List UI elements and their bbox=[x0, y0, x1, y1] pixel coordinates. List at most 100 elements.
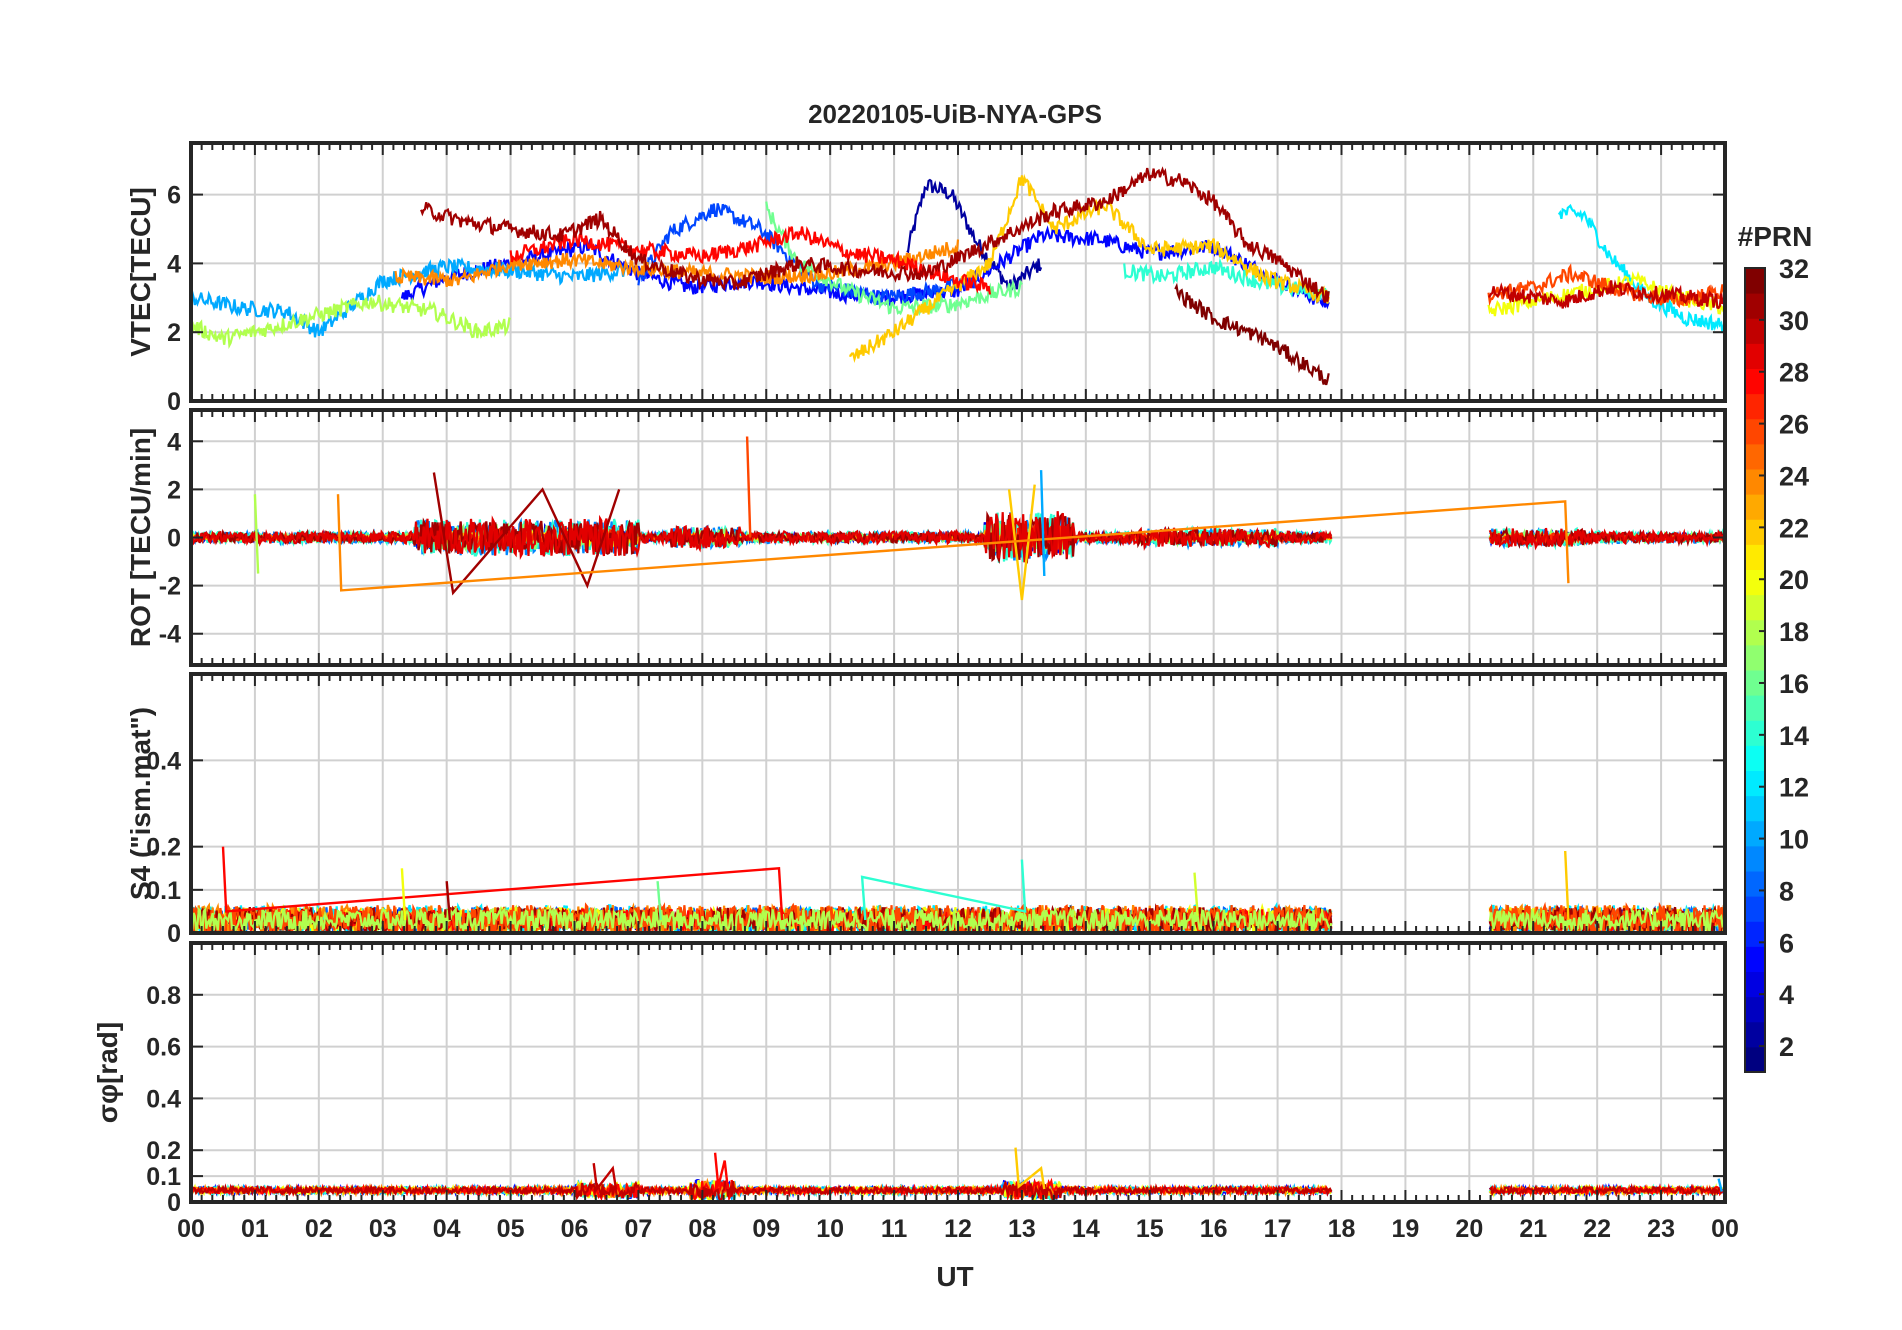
x-tick-labels: 00 01 02 03 04 05 06 07 08 09 10 11 12 13 14 15 16 17 18 19… bbox=[177, 1215, 1739, 1243]
x-tick-label: 14 bbox=[1072, 1215, 1100, 1243]
colorbar-swatch bbox=[1745, 695, 1765, 721]
colorbar-swatch bbox=[1745, 293, 1765, 319]
colorbar-swatch bbox=[1745, 318, 1765, 344]
x-tick-label: 04 bbox=[433, 1215, 461, 1243]
x-tick-label: 02 bbox=[305, 1215, 333, 1243]
panel-data bbox=[191, 166, 1725, 386]
series-line-prn-30 bbox=[1488, 279, 1725, 310]
colorbar-tick-label: 16 bbox=[1779, 669, 1809, 699]
colorbar-swatch bbox=[1745, 393, 1765, 420]
colorbar-tick-label: 24 bbox=[1779, 461, 1809, 491]
x-tick-label: 06 bbox=[561, 1215, 589, 1243]
x-tick-label: 00 bbox=[1711, 1215, 1739, 1243]
y-tick-label: -2 bbox=[159, 573, 181, 601]
spike-prn-24 bbox=[336, 494, 1570, 592]
colorbar-swatch bbox=[1745, 619, 1765, 646]
y-tick-label: 2 bbox=[167, 319, 181, 347]
y-tick-label: -4 bbox=[159, 621, 181, 649]
colorbar-swatch bbox=[1745, 418, 1765, 445]
x-tick-label: 16 bbox=[1200, 1215, 1228, 1243]
y-tick-label: 0.8 bbox=[146, 982, 181, 1010]
series-line-prn-30 bbox=[191, 1178, 1725, 1202]
colorbar-swatch bbox=[1745, 644, 1765, 671]
colorbar-swatch bbox=[1745, 921, 1765, 947]
colorbar-swatch bbox=[1745, 469, 1765, 495]
x-tick-label: 17 bbox=[1264, 1215, 1292, 1243]
series-line-prn-31 bbox=[420, 166, 1330, 303]
colorbar-swatch bbox=[1745, 519, 1765, 545]
colorbar-frame bbox=[1744, 267, 1766, 1073]
spike-prn-31 bbox=[445, 881, 452, 921]
y-tick-label: 0 bbox=[167, 525, 181, 553]
spike-prn-22 bbox=[1014, 1147, 1046, 1190]
y-tick-label: 4 bbox=[167, 250, 181, 278]
x-tick-label: 05 bbox=[497, 1215, 525, 1243]
panel-data bbox=[191, 1147, 1725, 1202]
y-tick-label: 2 bbox=[167, 476, 181, 504]
colorbar-tick-label: 8 bbox=[1779, 876, 1794, 906]
x-tick-label: 20 bbox=[1455, 1215, 1483, 1243]
colorbar-swatch bbox=[1745, 795, 1765, 822]
y-tick-label: 4 bbox=[167, 428, 181, 456]
x-tick-label: 22 bbox=[1583, 1215, 1611, 1243]
x-tick-label: 07 bbox=[625, 1215, 653, 1243]
x-tick-label: 23 bbox=[1647, 1215, 1675, 1243]
series-line-prn-22 bbox=[849, 173, 1330, 364]
series-line-prn-28 bbox=[509, 225, 992, 295]
colorbar-title: #PRN bbox=[1738, 221, 1813, 252]
x-tick-label: 11 bbox=[881, 1215, 908, 1243]
panel-VTEC: 0 2 4 6 VTEC[TECU] bbox=[125, 141, 1727, 416]
panel-sigma_phi: 00.10.2 0.4 0.6 0.8 σφ[rad] bbox=[92, 941, 1727, 1217]
colorbar-swatch bbox=[1745, 745, 1765, 771]
spike-prn-10 bbox=[1717, 1178, 1723, 1192]
colorbar-swatch bbox=[1745, 569, 1765, 596]
colorbar-tick-label: 30 bbox=[1779, 306, 1809, 336]
panel-data bbox=[191, 436, 1725, 601]
figure-title: 20220105-UiB-NYA-GPS bbox=[808, 99, 1102, 129]
x-tick-label: 19 bbox=[1392, 1215, 1420, 1243]
y-tick-label: 0 bbox=[167, 388, 181, 416]
series-line-prn-5 bbox=[400, 225, 1330, 310]
spike-prn-31 bbox=[432, 472, 621, 596]
x-tick-label: 13 bbox=[1008, 1215, 1036, 1243]
colorbar-swatch bbox=[1745, 670, 1765, 696]
colorbar-tick-label: 2 bbox=[1779, 1032, 1794, 1062]
spike-prn-19 bbox=[1193, 872, 1199, 916]
y-tick-label: 6 bbox=[167, 182, 181, 210]
spike-prn-16 bbox=[656, 881, 662, 921]
series-line-prn-2 bbox=[906, 178, 1043, 292]
series-line-prn-18 bbox=[191, 905, 1725, 933]
series-line-prn-26 bbox=[1487, 263, 1725, 309]
spike-prn-20 bbox=[400, 868, 407, 921]
colorbar-tick-label: 4 bbox=[1779, 980, 1794, 1010]
spike-prn-22 bbox=[1007, 484, 1036, 601]
x-tick-label: 03 bbox=[369, 1215, 397, 1243]
series-line-prn-12 bbox=[1557, 203, 1725, 333]
x-axis-label: UT bbox=[936, 1261, 973, 1292]
x-tick-label: 01 bbox=[241, 1215, 269, 1243]
x-tick-label: 15 bbox=[1136, 1215, 1164, 1243]
x-tick-label: 21 bbox=[1519, 1215, 1547, 1243]
colorbar-tick-label: 10 bbox=[1779, 825, 1809, 855]
spike-prn-28 bbox=[221, 846, 784, 921]
y-axis-label: VTEC[TECU] bbox=[125, 187, 156, 357]
colorbar-swatch bbox=[1745, 770, 1765, 797]
colorbar-swatch bbox=[1745, 268, 1765, 294]
y-axis-label: S4 ("ism.mat") bbox=[125, 707, 156, 900]
colorbar-tick-label: 14 bbox=[1779, 721, 1809, 751]
spike-prn-22 bbox=[1564, 850, 1570, 921]
colorbar-swatch bbox=[1745, 1046, 1765, 1073]
colorbar-swatch bbox=[1745, 368, 1765, 395]
colorbar-swatch bbox=[1745, 896, 1765, 922]
x-tick-label: 10 bbox=[816, 1215, 844, 1243]
colorbar-swatch bbox=[1745, 594, 1765, 621]
x-tick-label: 09 bbox=[752, 1215, 780, 1243]
y-tick-label: 0.2 bbox=[146, 1137, 181, 1165]
colorbar-swatch bbox=[1745, 996, 1765, 1023]
y-tick-label: 0.2 bbox=[146, 834, 181, 862]
panel-data bbox=[191, 846, 1725, 933]
colorbar-swatch bbox=[1745, 494, 1765, 520]
